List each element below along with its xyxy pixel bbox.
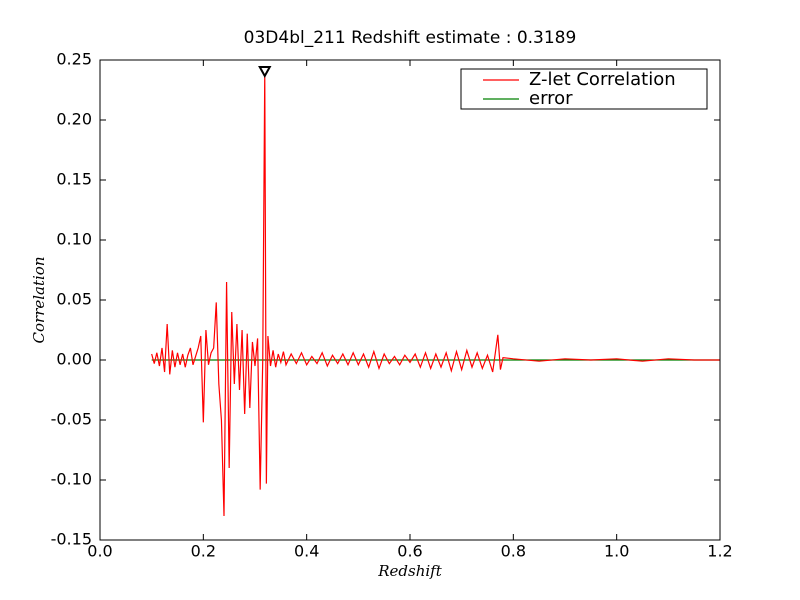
y-tick-label: 0.20 [56, 110, 92, 129]
x-tick-label: 1.2 [707, 542, 732, 561]
y-axis-label: Correlation [30, 257, 48, 344]
x-tick-label: 1.0 [604, 542, 629, 561]
y-tick-label: -0.10 [51, 470, 92, 489]
y-tick-label: 0.25 [56, 50, 92, 69]
y-tick-label: -0.05 [51, 410, 92, 429]
plot-frame [99, 59, 721, 541]
x-tick-label: 0.0 [87, 542, 112, 561]
y-tick-label: 0.00 [56, 350, 92, 369]
x-axis-label: Redshift [377, 562, 442, 580]
legend-label: Z-let Correlation [529, 69, 676, 90]
y-tick-label: 0.10 [56, 230, 92, 249]
series-line [151, 71, 720, 517]
x-tick-label: 0.8 [501, 542, 526, 561]
y-tick-label: -0.15 [51, 530, 92, 549]
y-tick-label: 0.05 [56, 290, 92, 309]
x-tick-label: 0.6 [397, 542, 422, 561]
y-tick-label: 0.15 [56, 170, 92, 189]
chart-title: 03D4bl_211 Redshift estimate : 0.3189 [244, 28, 577, 48]
x-tick-label: 0.4 [294, 542, 319, 561]
x-tick-label: 0.2 [191, 542, 216, 561]
legend-box [460, 68, 708, 110]
legend-label: error [529, 88, 573, 109]
peak-marker [258, 66, 272, 79]
